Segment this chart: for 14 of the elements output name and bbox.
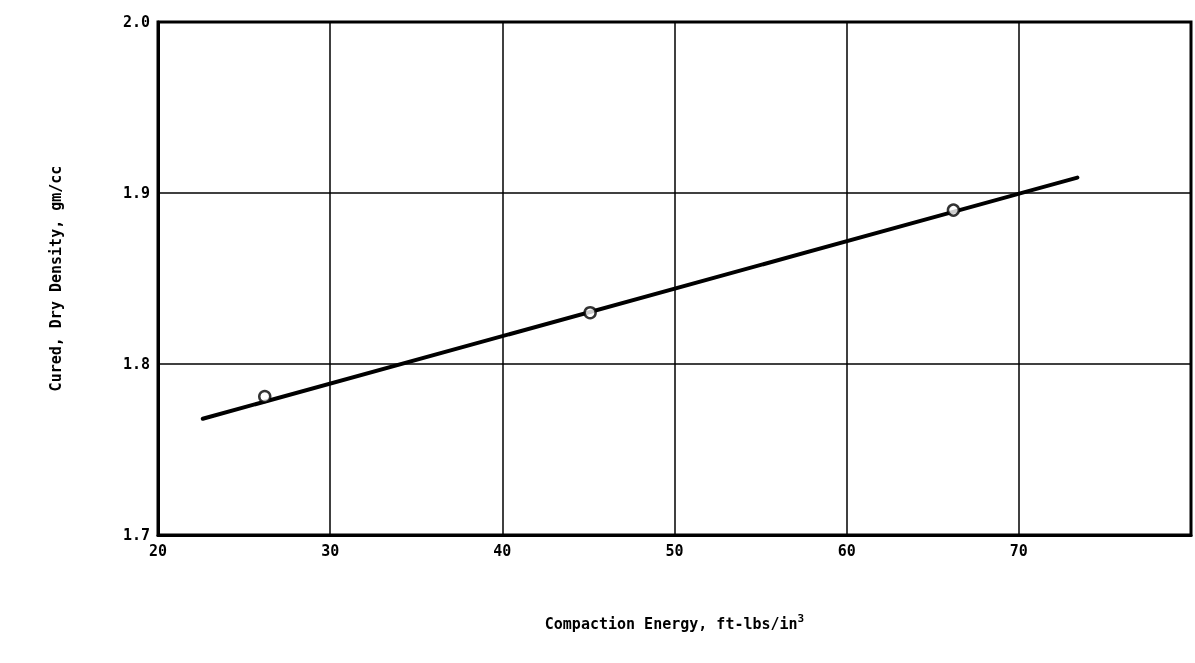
- x-tick-label: 20: [148, 541, 168, 560]
- point: [258, 389, 272, 404]
- x-tick-label: 70: [1009, 541, 1028, 560]
- y-axis-title: Cured, Dry Density, gm/cc: [46, 165, 65, 392]
- y-tick-label: 1.9: [122, 184, 150, 202]
- x-tick-label: 30: [321, 541, 340, 560]
- point: [583, 305, 597, 320]
- y-tick-label: 2.0: [122, 13, 150, 31]
- y-tick-label: 1.8: [122, 355, 150, 373]
- x-tick-label: 50: [665, 541, 684, 560]
- x-tick-label: 60: [837, 541, 856, 560]
- point: [946, 203, 961, 217]
- y-tick-label: 1.7: [122, 526, 150, 544]
- x-tick-label: 40: [493, 541, 512, 560]
